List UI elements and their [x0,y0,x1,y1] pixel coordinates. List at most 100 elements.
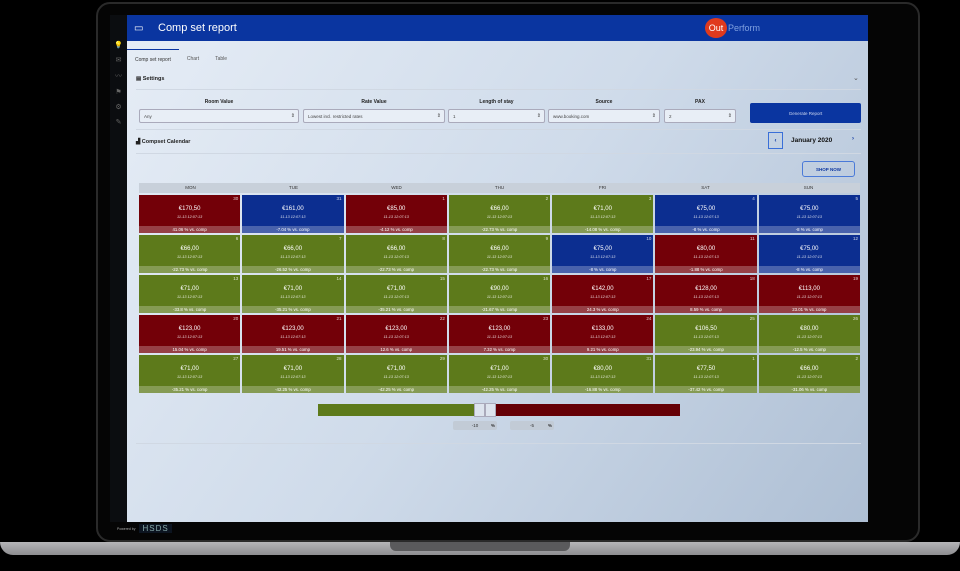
price: €66,00 [180,246,199,252]
range-low-input[interactable]: -10% [453,421,497,430]
calendar-day-cell[interactable]: 1 €77,50 11-13 12:07:13 -37.42 % vs. com… [655,355,757,393]
pax-select[interactable]: 2 [664,109,736,123]
calendar-day-cell[interactable]: 3 €71,00 11-13 12:07:13 -14.08 % vs. com… [552,195,654,233]
price: €71,00 [283,366,303,372]
mail-icon[interactable]: ✉ [115,57,122,64]
slider-low-handle[interactable] [474,403,485,417]
comp-difference: -16.88 % vs. comp [552,386,654,393]
day-number: 7 [339,236,342,241]
calendar-day-cell[interactable]: 28 €71,00 11-13 12:07:13 -42.25 % vs. co… [242,355,344,393]
calendar-day-cell[interactable]: 4 €75,00 11-13 12:07:13 -8 % vs. comp [655,195,757,233]
calendar-day-cell[interactable]: 18 €128,00 11-13 12:07:13 8.59 % vs. com… [655,275,757,313]
day-number: 9 [545,236,549,241]
previous-month-button[interactable]: ‹ [768,132,783,149]
weekday-sat: SAT [701,185,710,190]
calendar-day-cell[interactable]: 24 €133,00 11-13 12:07:13 9.21 % vs. com… [552,315,654,353]
calendar-day-cell[interactable]: 22 €123,00 11-13 12:07:13 12.6 % vs. com… [345,315,447,353]
calendar-day-cell[interactable]: 7 €66,00 11-13 12:07:13 -26.52 % vs. com… [242,235,344,273]
calendar-day-cell[interactable]: 9 €66,00 11-13 12:07:13 -22.73 % vs. com… [448,235,551,273]
calendar-day-cell[interactable]: 21 €123,00 11-13 12:07:13 19.51 % vs. co… [242,315,344,353]
timestamp: 11-13 12:07:13 [177,215,203,219]
calendar-day-cell[interactable]: 31 €80,00 11-13 12:07:13 -16.88 % vs. co… [552,355,654,393]
tab-table[interactable]: Table [215,56,228,62]
price: €75,00 [800,246,819,252]
room-value-label: Room Value [204,99,234,105]
calendar-day-cell[interactable]: 19 €113,00 11-13 12:07:13 23.01 % vs. co… [758,275,860,313]
timestamp: 11-13 12:07:13 [383,335,409,339]
length-of-stay-select[interactable]: 1 [448,109,545,123]
timestamp: 11-13 12:07:13 [590,215,616,219]
day-number: 18 [749,276,755,281]
range-slider[interactable] [318,403,680,417]
chart-line-icon[interactable]: 〰 [115,73,122,80]
comp-difference: -33.8 % vs. comp [139,306,241,313]
calendar-day-cell[interactable]: 14 €71,00 11-13 12:07:13 -35.21 % vs. co… [242,275,344,313]
calendar-day-cell[interactable]: 2 €66,00 11-13 12:07:13 -22.73 % vs. com… [448,195,551,233]
price: €80,00 [593,366,612,372]
app-screen: ▭ Comp set report Out Perform Comp set r… [127,15,868,522]
calendar-day-cell[interactable]: 31 €161,00 11-13 12:07:13 -7.04 % vs. co… [242,195,344,233]
comp-difference: -14.08 % vs. comp [552,226,654,233]
calendar-day-cell[interactable]: 16 €90,00 11-13 12:07:13 -21.67 % vs. co… [448,275,551,313]
calendar-day-cell[interactable]: 17 €142,00 11-13 12:07:13 24.3 % vs. com… [552,275,654,313]
price: €170,50 [178,206,201,212]
calendar-day-cell[interactable]: 6 €66,00 11-13 12:07:13 -22.73 % vs. com… [139,235,241,273]
day-number: 11 [750,236,755,241]
comp-difference: -4.12 % vs. comp [345,226,447,233]
calendar-day-cell[interactable]: 10 €75,00 11-13 12:07:13 -8 % vs. comp [552,235,654,273]
timestamp: 11-13 12:07:13 [486,295,513,299]
compset-calendar-heading: ▟ Compset Calendar [136,139,191,145]
lightbulb-icon[interactable]: 💡 [114,42,123,49]
price: €71,00 [387,286,406,292]
comp-difference: -23.94 % vs. comp [655,346,757,353]
hsds-logo: HSDS [139,524,172,533]
price: €128,00 [695,286,717,292]
tab-comp-set-report[interactable]: Comp set report [127,49,179,71]
price: €71,00 [283,286,303,292]
calendar-day-cell[interactable]: 13 €71,00 11-13 12:07:13 -33.8 % vs. com… [139,275,241,313]
day-number: 16 [543,276,549,281]
price: €123,00 [385,326,408,332]
weekday-mon: MON [185,185,196,190]
gear-icon[interactable]: ⚙ [115,104,122,111]
calendar-day-cell[interactable]: 5 €75,00 11-13 12:07:13 -8 % vs. comp [758,195,860,233]
slider-high-handle[interactable] [485,403,496,417]
calendar-day-cell[interactable]: 23 €123,00 11-13 12:07:13 7.32 % vs. com… [448,315,551,353]
settings-heading[interactable]: ▤ Settings [136,76,165,82]
generate-report-button[interactable]: Generate Report [750,103,861,123]
calendar-day-cell[interactable]: 20 €123,00 11-13 12:07:13 15.04 % vs. co… [139,315,241,353]
source-select[interactable]: www.booking.com [548,109,660,123]
day-number: 4 [752,196,755,201]
comp-difference: -8 % vs. comp [552,266,654,273]
timestamp: 11-13 12:07:13 [796,215,822,219]
calendar-day-cell[interactable]: 11 €80,00 11-13 12:07:13 -1.88 % vs. com… [655,235,757,273]
next-month-button[interactable]: › [852,136,854,142]
calendar-day-cell[interactable]: 15 €71,00 11-13 12:07:13 -35.21 % vs. co… [345,275,447,313]
day-number: 19 [852,276,858,281]
price: €66,00 [387,246,406,252]
calendar-day-cell[interactable]: 8 €66,00 11-13 12:07:13 -22.73 % vs. com… [345,235,447,273]
calendar-day-cell[interactable]: 26 €80,00 11-13 12:07:13 -12.5 % vs. com… [758,315,860,353]
range-high-input[interactable]: -5% [510,421,554,430]
calendar-day-cell[interactable]: 25 €106,50 11-13 12:07:13 -23.94 % vs. c… [655,315,757,353]
settings-icon: ▤ [136,76,143,82]
room-value-select[interactable]: Any [139,109,299,123]
calendar-day-cell[interactable]: 1 €85,00 11-13 12:07:13 -4.12 % vs. comp [345,195,447,233]
rate-value-select[interactable]: Lowest incl. restricted rates [303,109,445,123]
calendar-chart-icon: ▟ [136,139,142,145]
calendar-day-cell[interactable]: 12 €75,00 11-13 12:07:13 -8 % vs. comp [758,235,860,273]
flag-icon[interactable]: ⚑ [115,89,122,96]
app-header: ▭ Comp set report Out Perform [127,15,868,41]
wrench-icon[interactable]: ✎ [115,119,122,126]
shop-now-button[interactable]: SHOP NOW [802,161,855,177]
calendar-day-cell[interactable]: 30 €170,50 11-13 12:07:13 41.06 % vs. co… [139,195,241,233]
calendar-day-cell[interactable]: 2 €66,00 11-13 12:07:13 -31.06 % vs. com… [758,355,860,393]
tab-chart[interactable]: Chart [186,56,200,62]
calendar-day-cell[interactable]: 27 €71,00 11-13 12:07:13 -35.21 % vs. co… [139,355,241,393]
timestamp: 11-13 12:07:13 [796,295,822,299]
comp-difference: -37.42 % vs. comp [655,386,757,393]
logo-out: Out [705,18,727,38]
chevron-down-icon[interactable]: ⌄ [853,75,859,82]
calendar-day-cell[interactable]: 29 €71,00 11-13 12:07:13 -42.25 % vs. co… [345,355,447,393]
calendar-day-cell[interactable]: 30 €71,00 11-13 12:07:13 -42.25 % vs. co… [448,355,551,393]
